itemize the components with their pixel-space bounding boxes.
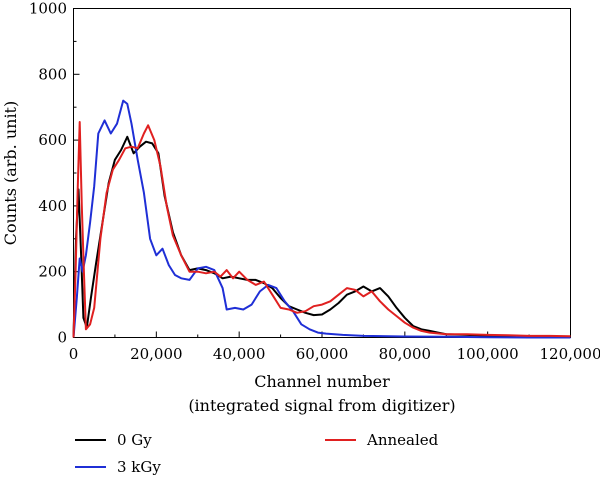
x-tick-label: 100,000 [457, 345, 519, 363]
y-tick-label: 1000 [29, 0, 67, 18]
series-line-annealed [72, 121, 571, 338]
legend-label-0gy: 0 Gy [117, 431, 152, 449]
legend-label-3kgy: 3 kGy [117, 458, 161, 476]
x-tick-label: 20,000 [130, 345, 183, 363]
x-axis-sublabel: (integrated signal from digitizer) [188, 396, 455, 415]
x-tick-label: 80,000 [379, 345, 432, 363]
x-tick-label: 120,000 [539, 345, 600, 363]
legend: 0 Gy 3 kGy Annealed [75, 431, 439, 476]
y-tick-label: 600 [38, 131, 67, 149]
legend-label-annealed: Annealed [366, 431, 439, 449]
y-tick-label: 800 [38, 65, 67, 83]
x-tick-label: 40,000 [213, 345, 266, 363]
series-line-0-gy [72, 135, 571, 339]
y-axis-label: Counts (arb. unit) [1, 101, 20, 245]
series-lines [72, 99, 571, 339]
axis-tick-labels: 0 20,000 40,000 60,000 80,000 100,000 120,000 0… [29, 0, 600, 363]
x-tick-label: 60,000 [296, 345, 349, 363]
plot-frame [73, 8, 571, 338]
series-line-3-kgy [72, 99, 571, 339]
y-tick-label: 400 [38, 197, 67, 215]
y-tick-label: 200 [38, 263, 67, 281]
y-tick-label: 0 [57, 329, 67, 347]
axis-ticks [73, 8, 571, 338]
x-tick-label: 0 [69, 345, 79, 363]
x-axis-label: Channel number [254, 372, 390, 391]
